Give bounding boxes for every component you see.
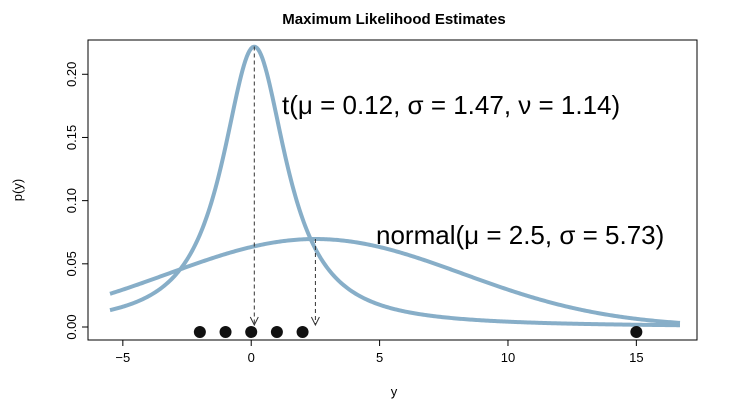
mode-droplines <box>249 46 320 327</box>
mode-arrowhead-normal <box>310 316 320 327</box>
mode-arrowhead-t <box>249 316 259 327</box>
t-series-annotation: t(μ = 0.12, σ = 1.47, ν = 1.14) <box>282 90 620 120</box>
x-tick-label: 15 <box>629 350 643 365</box>
y-tick-label: 0.00 <box>64 314 79 339</box>
x-axis-label: y <box>391 384 398 399</box>
normal-series-annotation: normal(μ = 2.5, σ = 5.73) <box>376 220 664 250</box>
plot-frame <box>87 39 698 341</box>
x-tick-label: 10 <box>501 350 515 365</box>
x-tick-label: 0 <box>248 350 255 365</box>
x-axis: −5 0 5 10 15 <box>115 339 644 365</box>
data-point <box>296 326 309 338</box>
y-tick-label: 0.10 <box>64 188 79 213</box>
x-tick-label: 5 <box>376 350 383 365</box>
y-tick-label: 0.05 <box>64 251 79 276</box>
curves <box>109 44 681 328</box>
y-axis-label: p(y) <box>10 179 25 201</box>
data-point <box>193 326 206 338</box>
data-point <box>245 326 258 338</box>
x-tick-label: −5 <box>115 350 130 365</box>
density-curve-normal <box>109 237 681 325</box>
data-point <box>219 326 232 338</box>
data-point <box>630 326 643 338</box>
y-tick-label: 0.15 <box>64 125 79 150</box>
density-curve-t <box>109 44 681 328</box>
data-points <box>193 326 643 338</box>
chart-title: Maximum Likelihood Estimates <box>282 11 505 28</box>
y-axis: 0.00 0.05 0.10 0.15 0.20 <box>64 62 88 340</box>
y-tick-label: 0.20 <box>64 62 79 87</box>
data-point <box>270 326 283 338</box>
